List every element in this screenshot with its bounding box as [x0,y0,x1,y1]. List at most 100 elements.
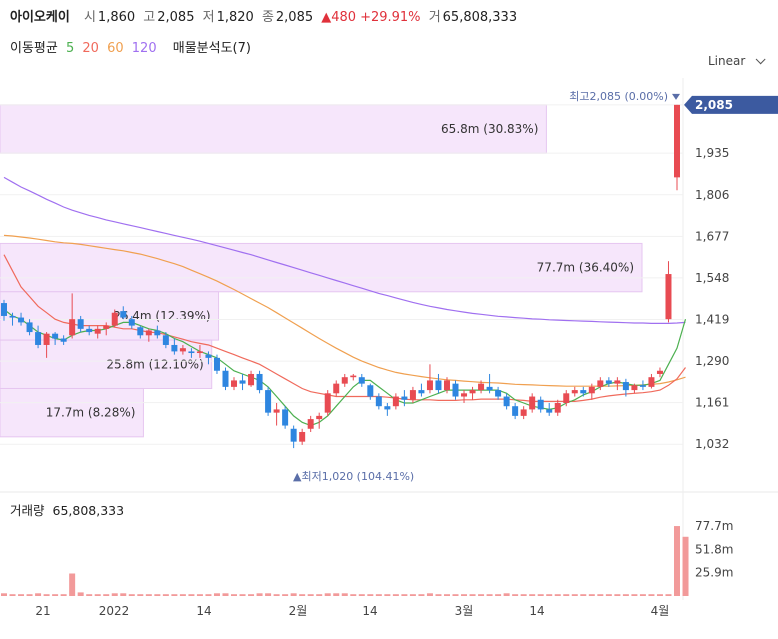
candle-body[interactable] [128,319,135,326]
volume-bar [103,594,110,596]
candle-body[interactable] [316,415,323,420]
candle-body[interactable] [495,390,502,397]
candle-body[interactable] [384,406,391,410]
volume-bar [665,594,672,596]
candle-body[interactable] [222,370,229,387]
candle-body[interactable] [188,351,195,354]
candle-body[interactable] [571,390,578,394]
candle-body[interactable] [401,396,408,400]
candle-body[interactable] [537,399,544,410]
candle-body[interactable] [656,370,663,374]
candle-body[interactable] [196,351,203,354]
quote-header: 아이오케이 시 1,860 고 2,085 저 1,820 종 2,085 ▲480 +2… [10,6,521,25]
moving-average-legend[interactable]: 이동평균 5 20 60 120 매물분석도(7) [10,37,255,56]
candle-body[interactable] [478,383,485,391]
candle-body[interactable] [512,406,519,416]
candle-body[interactable] [265,390,272,413]
low-annotation: ▲최저1,020 (104.41%) [293,470,414,483]
volume-bar [392,594,399,596]
candle-body[interactable] [452,383,459,397]
candle-body[interactable] [461,393,468,397]
candle-body[interactable] [256,373,263,391]
volume-bar [256,593,263,596]
candle-body[interactable] [1,303,7,316]
candle-body[interactable] [418,390,425,394]
candle-body[interactable] [546,409,553,413]
volume-bar [461,594,468,596]
candle-body[interactable] [205,354,212,358]
candle-body[interactable] [392,396,399,407]
candle-body[interactable] [299,431,306,442]
candle-body[interactable] [290,428,297,442]
candle-body[interactable] [580,390,587,394]
candle-body[interactable] [324,393,331,413]
candle-body[interactable] [375,396,382,407]
candle-body[interactable] [486,386,493,391]
candle-body[interactable] [273,409,280,413]
y-tick-label: 1,548 [695,271,729,285]
volume-bar [435,594,442,596]
candle-body[interactable] [358,377,365,384]
candle-body[interactable] [435,380,442,391]
candle-body[interactable] [597,380,604,387]
volume-bar [86,594,93,596]
candle-body[interactable] [9,315,16,318]
candle-body[interactable] [231,380,238,387]
candle-body[interactable] [554,402,561,413]
candle-body[interactable] [605,380,612,384]
candle-body[interactable] [77,319,84,329]
candle-body[interactable] [60,338,67,342]
volume-tick-label: 51.8m [695,542,733,556]
candle-body[interactable] [35,332,42,345]
volume-bar [307,594,314,596]
volume-bar [299,594,306,596]
candle-body[interactable] [639,385,646,387]
candle-body[interactable] [341,377,348,384]
candle-body[interactable] [529,396,536,410]
candle-body[interactable] [426,380,433,391]
candle-body[interactable] [145,330,152,336]
candle-body[interactable] [26,322,33,333]
candle-body[interactable] [409,390,416,400]
candle-body[interactable] [443,380,450,391]
candle-body[interactable] [307,419,314,429]
candle-body[interactable] [120,311,127,318]
volume-bar [52,594,59,596]
candle-body[interactable] [563,393,570,403]
candle-body[interactable] [154,330,161,336]
candle-body[interactable] [239,380,246,384]
candle-body[interactable] [171,344,178,352]
candle-body[interactable] [43,333,50,345]
candle-body[interactable] [94,328,101,334]
candle-body[interactable] [520,409,527,416]
candle-body[interactable] [137,327,144,336]
candle-body[interactable] [503,396,510,407]
candle-body[interactable] [674,104,680,178]
candle-body[interactable] [86,328,93,333]
candle-body[interactable] [333,383,340,394]
candle-body[interactable] [614,380,621,384]
candle-body[interactable] [665,274,672,320]
volume-bar [546,594,553,596]
candle-body[interactable] [103,325,110,329]
volume-profile-label[interactable]: 매물분석도(7) [172,41,251,56]
scale-mode-selector[interactable]: Linear [708,54,766,68]
candle-body[interactable] [69,319,76,336]
candle-body[interactable] [282,409,289,426]
candle-body[interactable] [588,386,595,394]
volume-bar [452,594,459,596]
candle-body[interactable] [248,373,255,386]
candle-body[interactable] [350,375,357,378]
candle-body[interactable] [648,377,655,387]
candle-body[interactable] [162,335,169,345]
candle-body[interactable] [18,317,25,323]
candle-body[interactable] [367,385,374,397]
candle-body[interactable] [111,312,118,326]
candle-body[interactable] [469,390,476,394]
candle-body[interactable] [622,382,629,391]
candle-body[interactable] [213,357,220,371]
candle-body[interactable] [631,385,638,391]
candle-body[interactable] [52,333,59,339]
candle-body[interactable] [179,348,186,352]
